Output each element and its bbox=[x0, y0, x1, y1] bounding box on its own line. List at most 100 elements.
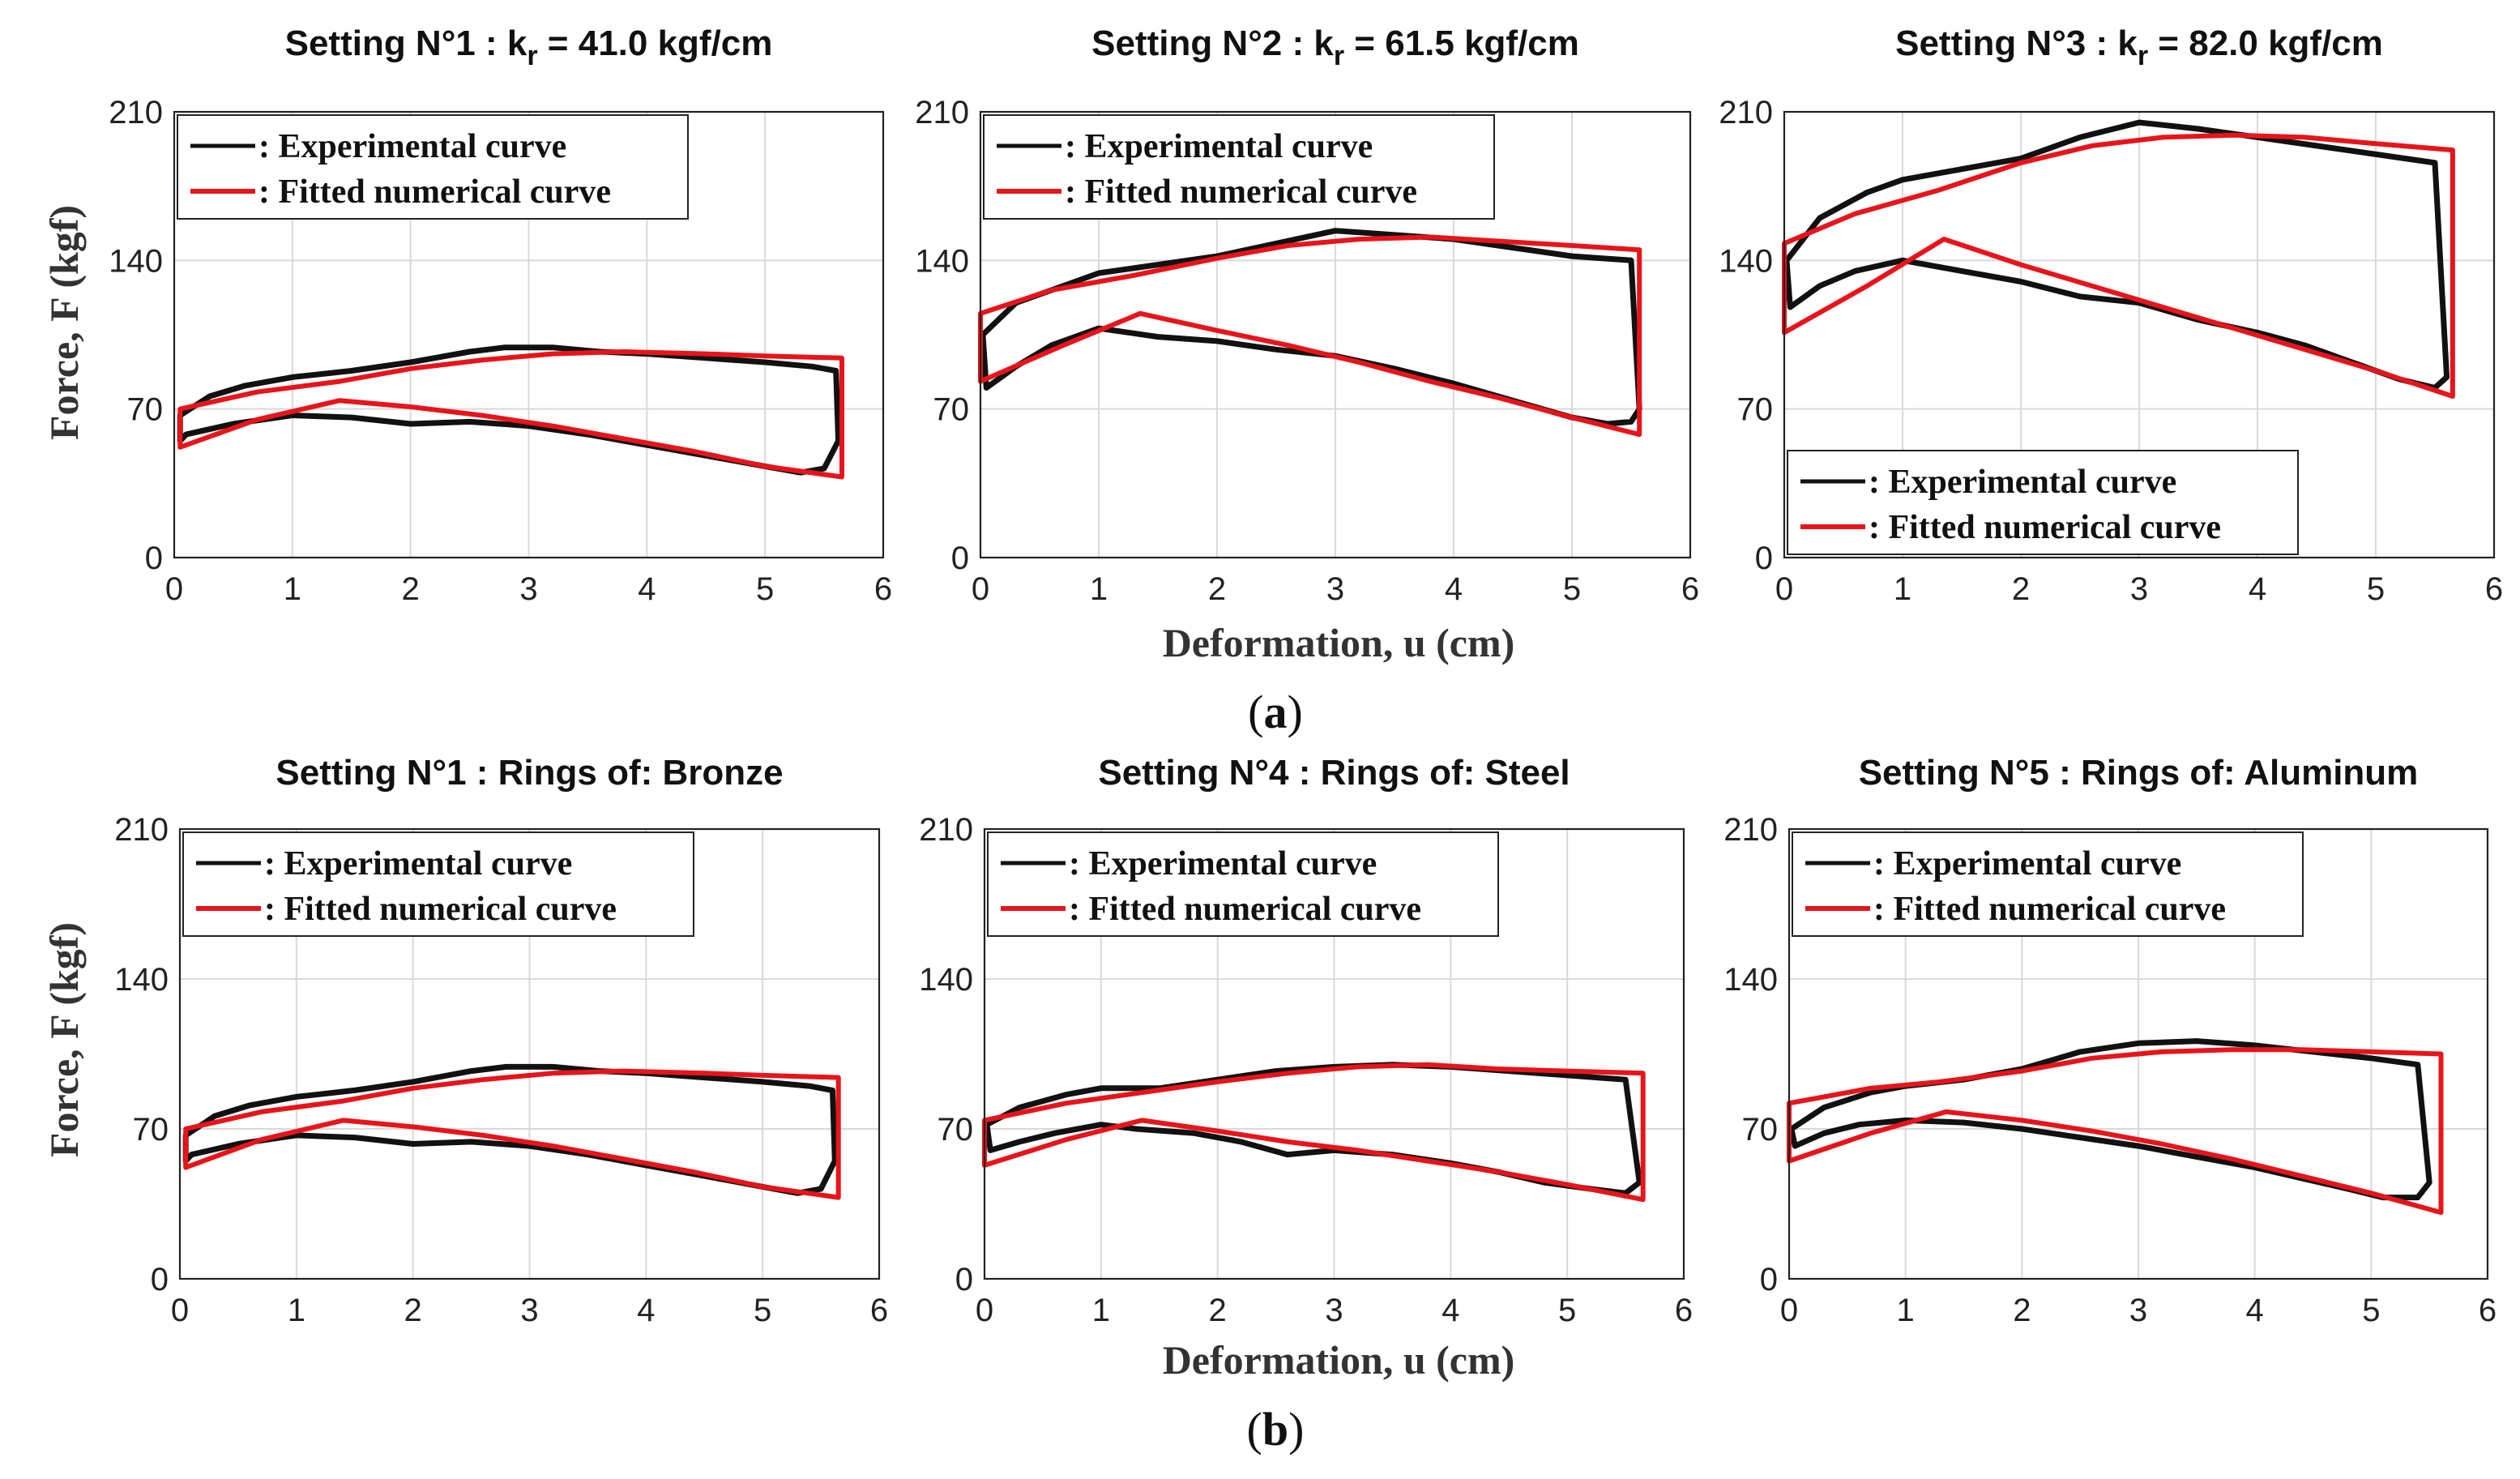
plot-frame bbox=[173, 110, 885, 559]
x-tick-label: 2 bbox=[404, 1293, 422, 1328]
y-tick-label: 210 bbox=[109, 95, 163, 130]
x-tick-label: 6 bbox=[2485, 571, 2503, 607]
y-tick-label: 210 bbox=[1719, 95, 1773, 130]
y-tick-label: 210 bbox=[114, 812, 169, 848]
y-tick-label: 70 bbox=[938, 1112, 974, 1148]
chart-title: Setting N°5 : Rings of: Aluminum bbox=[1859, 753, 2419, 793]
legend-box bbox=[1792, 831, 2304, 937]
y-tick-label: 140 bbox=[1723, 962, 1778, 998]
experimental-curve bbox=[1783, 119, 2450, 391]
legend-box bbox=[983, 114, 1495, 220]
plot-frame bbox=[1783, 110, 2496, 559]
panel-label-b: (b) bbox=[1247, 1403, 1305, 1455]
plot-frame bbox=[178, 827, 881, 1280]
legend-label-fitted: : Fitted numerical curve bbox=[1869, 509, 2221, 546]
y-tick-label: 140 bbox=[915, 243, 969, 279]
legend-label-fitted: : Fitted numerical curve bbox=[264, 891, 617, 928]
x-tick-label: 5 bbox=[2362, 1293, 2380, 1328]
legend-label-experimental: : Experimental curve bbox=[264, 845, 572, 883]
y-tick-label: 140 bbox=[109, 243, 163, 279]
legend-label-experimental: : Experimental curve bbox=[1869, 464, 2176, 501]
legend-label-experimental: : Experimental curve bbox=[1065, 128, 1373, 165]
x-axis-label-top: Deformation, u (cm) bbox=[1163, 620, 1515, 665]
legend-label-experimental: : Experimental curve bbox=[1873, 845, 2181, 883]
x-tick-label: 4 bbox=[1445, 571, 1463, 607]
y-tick-label: 140 bbox=[114, 962, 169, 998]
legend-box bbox=[177, 114, 689, 220]
chart-panel-1: 0 1 2 3 4 5 6 0 70 140 210 Setting N°1 : kr = 41.0 … bbox=[109, 24, 892, 607]
chart-panel-3: 0 1 2 3 4 5 6 0 70 140 210 Setting N°3 : kr = 82.0 … bbox=[1719, 24, 2503, 607]
x-tick-label: 2 bbox=[2012, 571, 2030, 607]
y-axis-label-top: Force, F (kgf) bbox=[41, 205, 87, 440]
x-tick-label: 4 bbox=[1442, 1293, 1459, 1328]
y-tick-label: 210 bbox=[1723, 812, 1778, 848]
x-tick-label: 0 bbox=[1775, 571, 1793, 607]
x-axis-label-bottom: Deformation, u (cm) bbox=[1163, 1337, 1515, 1383]
legend: : Experimental curve : Fitted numerical c… bbox=[1792, 831, 2304, 937]
plot-frame bbox=[983, 827, 1685, 1280]
y-tick-label: 210 bbox=[915, 95, 969, 130]
experimental-curve bbox=[1788, 1038, 2432, 1201]
x-tick-label: 3 bbox=[520, 1293, 538, 1328]
y-tick-label: 70 bbox=[1742, 1112, 1779, 1148]
y-tick-label: 0 bbox=[951, 541, 969, 576]
x-tick-label: 4 bbox=[2249, 571, 2266, 607]
legend-label-fitted: : Fitted numerical curve bbox=[1065, 173, 1417, 211]
y-tick-label: 0 bbox=[1760, 1262, 1778, 1297]
y-tick-label: 210 bbox=[919, 812, 973, 848]
x-tick-label: 6 bbox=[1675, 1293, 1693, 1328]
x-tick-label: 1 bbox=[1894, 571, 1911, 607]
fitted-curve bbox=[978, 234, 1642, 438]
legend-box bbox=[182, 831, 694, 937]
chart-panel-5: 0 1 2 3 4 5 6 0 70 140 210 Setting N°4 : Rings of: … bbox=[919, 753, 1693, 1328]
chart-title: Setting N°1 : Rings of: Bronze bbox=[275, 753, 783, 793]
x-tick-label: 1 bbox=[1897, 1293, 1915, 1328]
x-tick-label: 6 bbox=[870, 1293, 888, 1328]
x-tick-label: 5 bbox=[754, 1293, 771, 1328]
chart-title: Setting N°3 : kr = 82.0 kgf/cm bbox=[1895, 24, 2383, 71]
chart-title: Setting N°4 : Rings of: Steel bbox=[1098, 753, 1570, 793]
y-tick-label: 0 bbox=[1755, 541, 1773, 576]
y-tick-label: 140 bbox=[1719, 243, 1773, 279]
x-tick-label: 0 bbox=[1780, 1293, 1798, 1328]
x-tick-label: 4 bbox=[2246, 1293, 2264, 1328]
chart-title: Setting N°2 : kr = 61.5 kgf/cm bbox=[1091, 24, 1579, 71]
x-tick-label: 4 bbox=[637, 1293, 655, 1328]
y-tick-label: 0 bbox=[151, 1262, 169, 1297]
panel-letter-b: b bbox=[1262, 1403, 1288, 1455]
x-tick-label: 5 bbox=[1558, 1293, 1576, 1328]
legend: : Experimental curve : Fitted numerical c… bbox=[983, 114, 1495, 220]
chart-title: Setting N°1 : kr = 41.0 kgf/cm bbox=[285, 24, 773, 71]
y-tick-label: 70 bbox=[933, 392, 970, 428]
y-tick-label: 70 bbox=[127, 392, 164, 428]
fitted-curve bbox=[982, 1062, 1646, 1203]
x-tick-label: 3 bbox=[1325, 1293, 1343, 1328]
x-tick-label: 2 bbox=[1209, 1293, 1227, 1328]
panel-letter-a: a bbox=[1264, 686, 1288, 738]
legend-label-fitted: : Fitted numerical curve bbox=[1873, 891, 2226, 928]
x-tick-label: 5 bbox=[2367, 571, 2385, 607]
panel-label-a: (a) bbox=[1248, 686, 1303, 738]
plot-frame bbox=[1787, 827, 2489, 1280]
y-tick-label: 0 bbox=[955, 1262, 973, 1297]
x-tick-label: 1 bbox=[1092, 1293, 1110, 1328]
x-tick-label: 0 bbox=[171, 1293, 189, 1328]
x-tick-label: 1 bbox=[1090, 571, 1108, 607]
x-tick-label: 3 bbox=[2129, 1293, 2147, 1328]
legend: : Experimental curve : Fitted numerical c… bbox=[182, 831, 694, 937]
x-tick-label: 0 bbox=[165, 571, 183, 607]
legend-label-experimental: : Experimental curve bbox=[1069, 845, 1377, 883]
chart-panel-4: 0 1 2 3 4 5 6 0 70 140 210 Setting N°1 : Rings of: … bbox=[114, 753, 888, 1328]
legend-box bbox=[987, 831, 1499, 937]
fitted-curve bbox=[183, 1068, 841, 1200]
y-axis-label-bottom: Force, F (kgf) bbox=[41, 922, 87, 1157]
fitted-curve bbox=[1782, 132, 2455, 399]
experimental-curve bbox=[182, 1063, 838, 1196]
x-tick-label: 4 bbox=[638, 571, 656, 607]
x-tick-label: 3 bbox=[1326, 571, 1344, 607]
x-tick-label: 5 bbox=[1563, 571, 1581, 607]
y-tick-label: 0 bbox=[145, 541, 163, 576]
x-tick-label: 2 bbox=[2013, 1293, 2031, 1328]
y-tick-label: 70 bbox=[1737, 392, 1774, 428]
plot-frame bbox=[979, 110, 1692, 559]
